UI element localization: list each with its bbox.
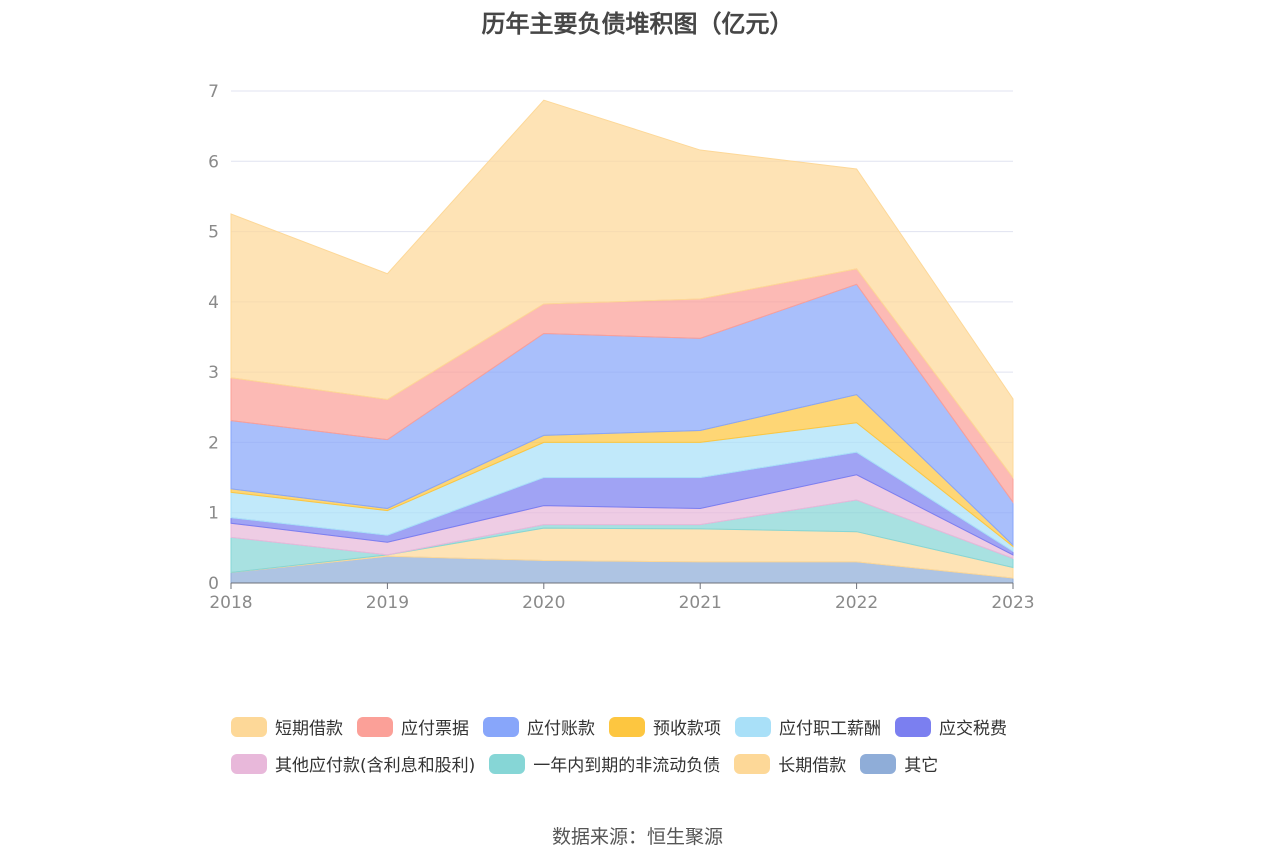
legend-item[interactable]: 其它 — [860, 751, 938, 776]
legend-swatch — [357, 716, 393, 737]
legend-swatch — [860, 753, 897, 774]
area-series — [230, 99, 1014, 584]
legend-swatch — [231, 716, 267, 737]
x-tick-label: 2023 — [991, 593, 1034, 613]
y-tick-label: 3 — [208, 363, 219, 383]
data-source-note: 数据来源：恒生聚源 — [551, 826, 723, 848]
legend-label: 短期借款 — [275, 719, 343, 739]
legend-item[interactable]: 短期借款 — [231, 714, 343, 739]
legend-label: 应付票据 — [401, 719, 469, 739]
legend-swatch — [895, 716, 931, 737]
legend-item[interactable]: 应交税费 — [895, 714, 1007, 739]
legend-label: 应付账款 — [527, 719, 595, 739]
x-tick-label: 2022 — [835, 593, 878, 613]
axes: 0 1 2 3 4 5 6 7 2018 2019 2020 2021 2022 2023 — [208, 82, 1034, 613]
y-tick-label: 2 — [208, 433, 219, 453]
legend-row-2: 其他应付款(含利息和股利) 一年内到期的非流动负债 长期借款 其它 — [231, 745, 1091, 782]
y-tick-label: 0 — [208, 574, 219, 594]
legend-item[interactable]: 预收款项 — [609, 714, 721, 739]
legend-item[interactable]: 应付票据 — [357, 714, 469, 739]
legend-item[interactable]: 一年内到期的非流动负债 — [489, 751, 720, 776]
legend-swatch — [231, 753, 267, 774]
legend-label: 其它 — [904, 756, 939, 776]
y-tick-label: 4 — [208, 293, 219, 313]
x-tick-label: 2021 — [679, 593, 722, 613]
legend-swatch — [483, 716, 519, 737]
area-短期借款 — [230, 99, 1014, 480]
legend-label: 其他应付款(含利息和股利) — [275, 756, 476, 776]
legend-label: 应交税费 — [939, 719, 1007, 739]
legend-item[interactable]: 其他应付款(含利息和股利) — [231, 751, 475, 776]
legend-item[interactable]: 长期借款 — [734, 751, 846, 776]
y-tick-label: 7 — [208, 82, 219, 102]
legend-label: 一年内到期的非流动负债 — [533, 756, 721, 776]
chart-title: 历年主要负债堆积图（亿元） — [481, 10, 794, 38]
y-tick-label: 1 — [208, 504, 219, 524]
legend-row-1: 短期借款 应付票据 应付账款 预收款项 应付职工薪酬 应交税费 — [231, 708, 1091, 745]
y-tick-label: 5 — [208, 223, 219, 243]
legend-swatch — [735, 716, 771, 737]
legend-swatch — [489, 753, 526, 774]
legend-item[interactable]: 应付账款 — [483, 714, 595, 739]
legend-item[interactable]: 应付职工薪酬 — [735, 714, 881, 739]
y-tick-label: 6 — [208, 152, 219, 172]
x-tick-label: 2020 — [522, 593, 565, 613]
legend-label: 长期借款 — [778, 756, 847, 776]
x-tick-label: 2019 — [366, 593, 409, 613]
legend: 短期借款 应付票据 应付账款 预收款项 应付职工薪酬 应交税费 其他应付款(含利息和股利)… — [231, 708, 1091, 782]
legend-label: 预收款项 — [653, 719, 721, 739]
x-tick-label: 2018 — [209, 593, 252, 613]
legend-swatch — [609, 716, 645, 737]
legend-label: 应付职工薪酬 — [779, 719, 881, 739]
legend-swatch — [734, 753, 771, 774]
stacked-area-chart: 0 1 2 3 4 5 6 7 2018 2019 2020 2021 2022 2023 — [208, 82, 1034, 613]
